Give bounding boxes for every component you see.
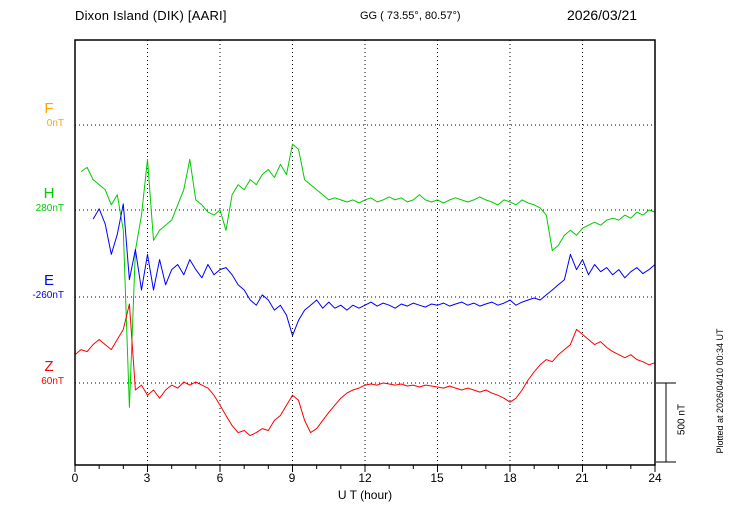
component-label-z: Z [44, 358, 54, 375]
x-tick-label-6: 6 [216, 471, 224, 485]
x-tick-label-0: 0 [71, 471, 79, 485]
station-title: Dixon Island (DIK) [AARI] [75, 8, 227, 23]
trace-Z [74, 303, 656, 437]
geographic-coords: GG ( 73.55°, 80.57°) [360, 10, 461, 22]
component-label-h: H [43, 185, 55, 202]
x-tick-label-15: 15 [430, 471, 444, 485]
x-axis-title: U T (hour) [337, 488, 393, 502]
x-tick-label-9: 9 [288, 471, 296, 485]
component-label-e: E [43, 272, 54, 289]
plot-frame [74, 39, 656, 466]
x-tick-label-12: 12 [358, 471, 372, 485]
x-tick-label-18: 18 [503, 471, 517, 485]
x-tick-label-21: 21 [575, 471, 589, 485]
baseline-value-f: 0nT [46, 118, 64, 129]
baseline-value-h: 280nT [35, 203, 64, 214]
baseline-value-e: -260nT [32, 290, 64, 301]
trace-H [80, 143, 656, 408]
component-label-f: F [44, 100, 54, 117]
scale-bar-label: 500 nT [676, 403, 688, 436]
date-label: 2026/03/21 [567, 7, 638, 23]
x-tick-label-24: 24 [648, 471, 662, 485]
plotted-at-note: Plotted at 2026/04/10 00:34 UT [715, 328, 725, 454]
trace-E [92, 203, 656, 337]
x-tick-label-3: 3 [143, 471, 151, 485]
baseline-value-z: 60nT [41, 376, 64, 387]
